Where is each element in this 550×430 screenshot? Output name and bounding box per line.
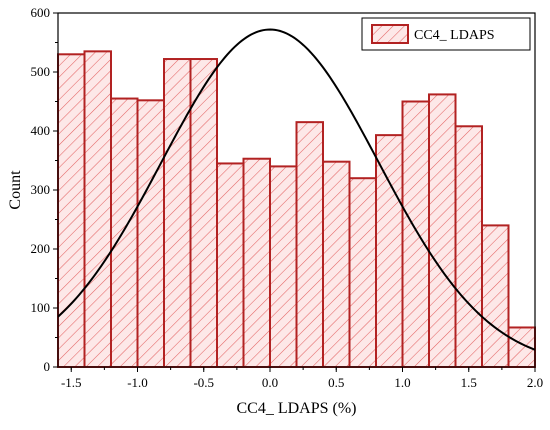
histogram-bar [401,100,430,368]
y-axis-title: Count [7,170,24,210]
x-tick-label: -0.5 [193,375,214,390]
x-axis-title: CC4_ LDAPS (%) [236,400,356,417]
normal-curve [57,28,536,351]
x-tick-label: 1.0 [394,375,410,390]
histogram-bar [163,58,192,369]
histogram-bar [110,97,139,369]
y-tick-label: 100 [31,300,51,315]
x-tick-label: 2.0 [527,375,543,390]
histogram-bar [322,160,351,368]
x-tick-label: 1.5 [461,375,477,390]
histogram-bar [83,50,112,368]
y-tick-label: 600 [31,5,51,20]
histogram-bar [57,53,86,369]
legend-swatch [371,24,409,44]
y-tick-label: 500 [31,64,51,79]
y-tick-label: 400 [31,123,51,138]
histogram-bar [269,165,298,368]
x-tick-label: -1.0 [127,375,148,390]
histogram-bar [216,162,245,368]
histogram-bar [481,224,510,368]
histogram-bar [454,125,483,368]
y-axis-ticks: 0 100 200 300 400 500 600 [31,5,58,374]
histogram-bar [428,93,457,368]
x-tick-label: 0.0 [262,375,278,390]
histogram-bar [242,157,271,368]
x-tick-label: -1.5 [61,375,82,390]
y-tick-label: 0 [44,359,51,374]
histogram-bar [136,99,165,368]
y-tick-label: 200 [31,241,51,256]
bars-group [57,50,536,369]
histogram-bar [295,121,324,369]
y-tick-label: 300 [31,182,51,197]
legend: CC4_ LDAPS [361,17,531,51]
histogram-bar [189,58,218,369]
x-axis-ticks: -1.5 -1.0 -0.5 0.0 0.5 1.0 1.5 2.0 [61,367,543,390]
histogram-bar [348,177,377,368]
legend-label: CC4_ LDAPS [414,28,495,43]
x-tick-label: 0.5 [328,375,344,390]
histogram-bar [375,134,404,368]
